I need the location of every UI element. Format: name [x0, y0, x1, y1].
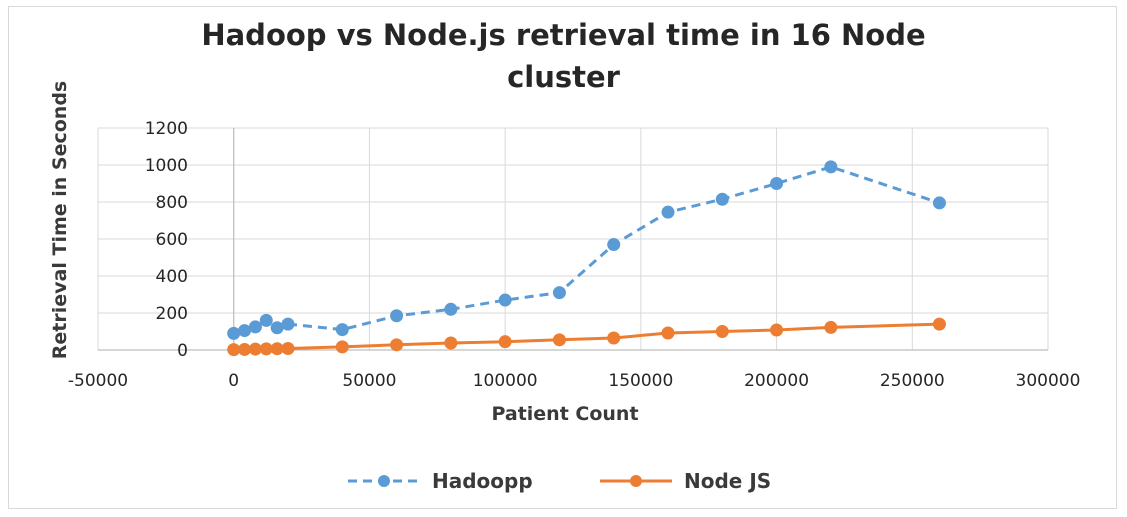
- legend-nodejs-label: Node JS: [684, 469, 771, 493]
- legend-item-hadoop: Hadoopp: [348, 469, 533, 493]
- data-point: [281, 317, 295, 331]
- y-axis-ticks: 0 200 400 600 800 1000 1200: [145, 119, 188, 361]
- series-1: [227, 317, 946, 357]
- data-point: [444, 336, 458, 350]
- data-point: [824, 160, 838, 174]
- x-tick-label: 100000: [473, 371, 538, 391]
- legend-nodejs-marker: [630, 475, 642, 487]
- data-point: [227, 343, 241, 357]
- y-tick-label: 1200: [145, 119, 188, 139]
- y-tick-label: 400: [156, 267, 188, 287]
- series-0: [227, 160, 946, 340]
- data-point: [932, 196, 946, 210]
- x-tick-label: 150000: [608, 371, 673, 391]
- data-point: [552, 333, 566, 347]
- data-point: [248, 320, 262, 334]
- data-point: [770, 177, 784, 190]
- x-tick-label: 0: [228, 371, 239, 391]
- data-point: [715, 325, 729, 338]
- x-tick-label: 200000: [744, 371, 809, 391]
- chart-title: Hadoop vs Node.js retrieval time in 16 N…: [0, 14, 1127, 98]
- data-point: [824, 320, 838, 334]
- y-tick-label: 200: [156, 304, 188, 324]
- y-tick-label: 1000: [145, 156, 188, 176]
- data-point: [270, 342, 284, 356]
- data-point: [390, 309, 404, 323]
- chart-title-line-1: Hadoop vs Node.js retrieval time in 16 N…: [201, 18, 926, 52]
- data-point: [238, 342, 252, 356]
- data-point: [932, 317, 946, 331]
- data-point: [248, 342, 262, 356]
- data-point: [259, 342, 273, 356]
- data-point: [227, 326, 241, 340]
- data-point: [661, 205, 675, 219]
- data-point: [715, 192, 729, 206]
- y-tick-label: 800: [156, 193, 188, 213]
- legend-hadoop-label: Hadoopp: [432, 469, 533, 493]
- data-point: [259, 313, 273, 327]
- series-line: [233, 165, 940, 335]
- data-point: [661, 326, 675, 340]
- grid-lines: [97, 127, 1049, 351]
- legend-hadoop-marker: [378, 475, 390, 487]
- data-point: [281, 342, 295, 356]
- series-layer: [227, 160, 946, 357]
- data-point: [335, 340, 349, 354]
- legend-item-nodejs: Node JS: [600, 469, 771, 493]
- x-axis-ticks: -50000 0 50000 100000 150000 200000 250000 3000…: [68, 371, 1081, 391]
- data-point: [607, 331, 621, 345]
- data-point: [335, 323, 349, 337]
- data-point: [238, 324, 252, 338]
- x-tick-label: -50000: [68, 371, 128, 391]
- x-tick-label: 300000: [1016, 371, 1081, 391]
- data-point: [770, 323, 784, 337]
- data-point: [498, 335, 512, 349]
- y-tick-label: 600: [156, 230, 188, 250]
- data-point: [444, 302, 458, 316]
- data-point: [390, 338, 404, 352]
- y-tick-label: 0: [177, 341, 188, 361]
- x-axis-title: Patient Count: [491, 403, 638, 425]
- x-tick-label: 250000: [880, 371, 945, 391]
- data-point: [607, 238, 621, 252]
- data-point: [552, 286, 566, 300]
- chart-title-line-2: cluster: [507, 60, 620, 94]
- data-point: [498, 293, 512, 307]
- legend: Hadoopp Node JS: [348, 469, 771, 493]
- x-tick-label: 50000: [342, 371, 396, 391]
- y-axis-title: Retrieval Time in Seconds: [49, 81, 71, 359]
- data-point: [270, 321, 284, 335]
- chart-frame: [8, 6, 1117, 509]
